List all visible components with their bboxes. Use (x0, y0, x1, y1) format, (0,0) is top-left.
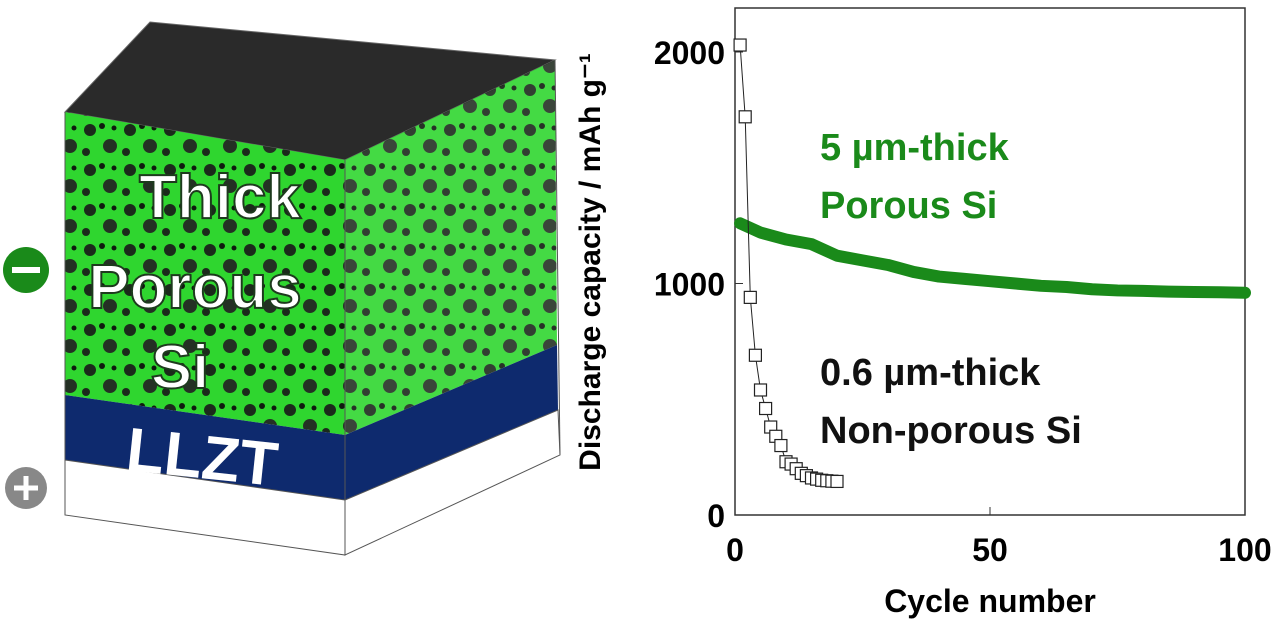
x-tick-label: 100 (1218, 532, 1271, 568)
annotation: Non-porous Si (820, 410, 1082, 452)
y-axis-label: Discharge capacity / mAh g⁻¹ (574, 53, 607, 471)
annotation: 5 µm-thick (820, 127, 1010, 169)
data-point (774, 438, 788, 453)
minus-sign (12, 267, 40, 273)
porous-si-side (345, 60, 557, 435)
layer-label: LLZT (123, 415, 281, 499)
x-axis-label: Cycle number (884, 583, 1096, 619)
annotation: 0.6 µm-thick (820, 352, 1041, 394)
data-point (733, 38, 747, 52)
cube-label: Porous (88, 253, 302, 322)
cube-diagram: Thick Porous Si LLZT (3, 21, 561, 556)
edge (554, 59, 561, 456)
x-tick-label: 0 (726, 532, 744, 568)
y-tick-label: 2000 (654, 35, 725, 71)
llzt-front (65, 395, 345, 500)
data-point (743, 290, 757, 304)
series-line (734, 217, 1251, 299)
data-point (753, 383, 768, 397)
annotation: Porous Si (820, 185, 997, 227)
x-tick-label: 50 (972, 532, 1008, 568)
data-point (758, 401, 773, 416)
data-point (830, 474, 844, 489)
porous-si-front (65, 112, 345, 435)
llzt-side (345, 345, 558, 500)
cube-label: Thick (139, 163, 301, 232)
y-tick-label: 0 (707, 498, 725, 534)
data-point (748, 348, 763, 362)
data-point (738, 110, 752, 124)
plus-sign (14, 476, 38, 500)
cube-label: Si (151, 333, 210, 402)
y-tick-label: 1000 (654, 266, 725, 302)
